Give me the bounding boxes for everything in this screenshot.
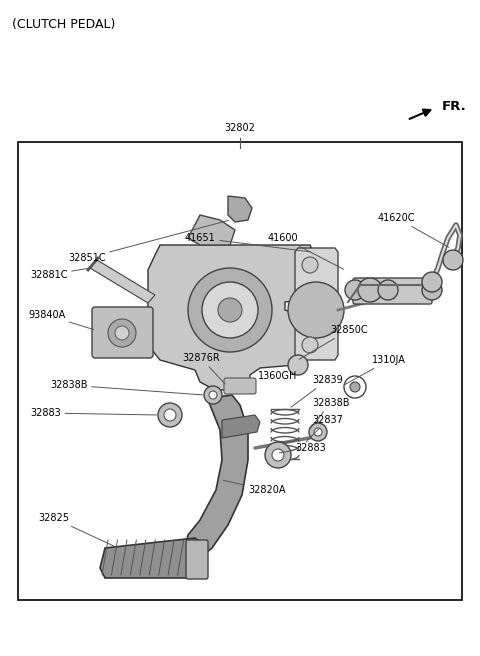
Text: 41620C: 41620C <box>378 213 449 247</box>
Circle shape <box>443 250 463 270</box>
Text: (CLUTCH PEDAL): (CLUTCH PEDAL) <box>12 18 115 31</box>
Text: 32802: 32802 <box>225 123 255 133</box>
Text: 32850C: 32850C <box>299 325 368 359</box>
Circle shape <box>344 376 366 398</box>
Circle shape <box>204 386 222 404</box>
Text: 32820A: 32820A <box>223 480 286 495</box>
Text: 41600: 41600 <box>268 233 344 270</box>
Text: 32851C: 32851C <box>68 220 228 263</box>
Circle shape <box>272 449 284 461</box>
Circle shape <box>302 337 318 353</box>
Polygon shape <box>222 415 260 438</box>
Text: 32876R: 32876R <box>182 353 225 384</box>
Polygon shape <box>228 196 252 222</box>
Circle shape <box>164 409 176 421</box>
Text: 32838B: 32838B <box>310 398 349 429</box>
Circle shape <box>309 423 327 441</box>
Text: FR.: FR. <box>442 100 467 113</box>
Circle shape <box>345 280 365 300</box>
Text: 32825: 32825 <box>38 513 117 547</box>
Circle shape <box>218 298 242 322</box>
Circle shape <box>422 280 442 300</box>
Text: 41651: 41651 <box>185 233 311 252</box>
Polygon shape <box>188 215 235 245</box>
FancyBboxPatch shape <box>224 378 256 394</box>
Text: 1310JA: 1310JA <box>345 355 406 384</box>
Polygon shape <box>90 260 155 303</box>
Circle shape <box>158 403 182 427</box>
Text: 32839: 32839 <box>291 375 343 407</box>
Circle shape <box>288 282 344 338</box>
Polygon shape <box>295 248 338 360</box>
Text: 32883: 32883 <box>279 443 326 453</box>
Polygon shape <box>100 538 202 578</box>
FancyBboxPatch shape <box>353 278 432 304</box>
Text: 32881C: 32881C <box>30 268 89 280</box>
Circle shape <box>188 268 272 352</box>
Circle shape <box>358 278 382 302</box>
Bar <box>18 142 462 600</box>
Polygon shape <box>185 395 248 558</box>
Polygon shape <box>148 245 315 390</box>
Text: 93840A: 93840A <box>28 310 94 329</box>
Circle shape <box>209 391 217 399</box>
Text: 32837: 32837 <box>306 415 343 442</box>
Circle shape <box>288 355 308 375</box>
Circle shape <box>314 428 322 436</box>
Text: 1360GH: 1360GH <box>258 371 298 381</box>
FancyBboxPatch shape <box>186 540 208 579</box>
Circle shape <box>202 282 258 338</box>
FancyBboxPatch shape <box>92 307 153 358</box>
Circle shape <box>302 257 318 273</box>
Circle shape <box>108 319 136 347</box>
Text: 32838B: 32838B <box>50 380 203 395</box>
Circle shape <box>115 326 129 340</box>
Text: 32883: 32883 <box>30 408 156 418</box>
Circle shape <box>422 272 442 292</box>
Circle shape <box>350 382 360 392</box>
Circle shape <box>265 442 291 468</box>
Circle shape <box>378 280 398 300</box>
